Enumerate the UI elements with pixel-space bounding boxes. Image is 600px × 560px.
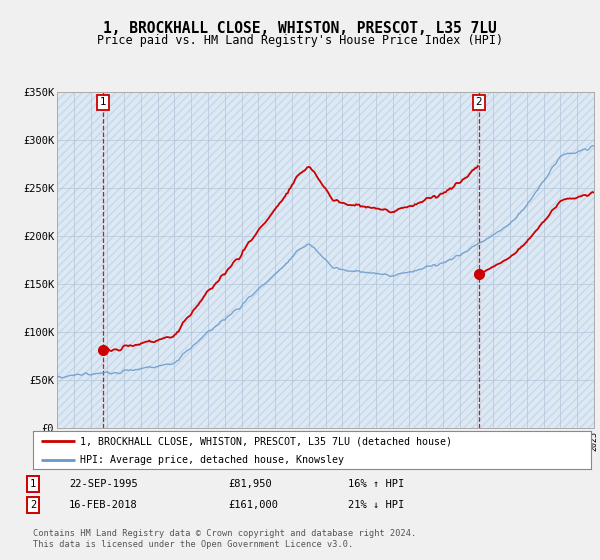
Text: 1: 1 (100, 97, 106, 108)
Text: £161,000: £161,000 (228, 500, 278, 510)
Text: HPI: Average price, detached house, Knowsley: HPI: Average price, detached house, Know… (80, 455, 344, 465)
Text: 21% ↓ HPI: 21% ↓ HPI (348, 500, 404, 510)
Text: 16-FEB-2018: 16-FEB-2018 (69, 500, 138, 510)
Text: 1, BROCKHALL CLOSE, WHISTON, PRESCOT, L35 7LU: 1, BROCKHALL CLOSE, WHISTON, PRESCOT, L3… (103, 21, 497, 36)
Text: 16% ↑ HPI: 16% ↑ HPI (348, 479, 404, 489)
Text: Price paid vs. HM Land Registry's House Price Index (HPI): Price paid vs. HM Land Registry's House … (97, 34, 503, 46)
Text: £81,950: £81,950 (228, 479, 272, 489)
Text: 2: 2 (30, 500, 36, 510)
Text: 22-SEP-1995: 22-SEP-1995 (69, 479, 138, 489)
Text: 2: 2 (475, 97, 482, 108)
Text: Contains HM Land Registry data © Crown copyright and database right 2024.
This d: Contains HM Land Registry data © Crown c… (33, 529, 416, 549)
Text: 1: 1 (30, 479, 36, 489)
Text: 1, BROCKHALL CLOSE, WHISTON, PRESCOT, L35 7LU (detached house): 1, BROCKHALL CLOSE, WHISTON, PRESCOT, L3… (80, 436, 452, 446)
